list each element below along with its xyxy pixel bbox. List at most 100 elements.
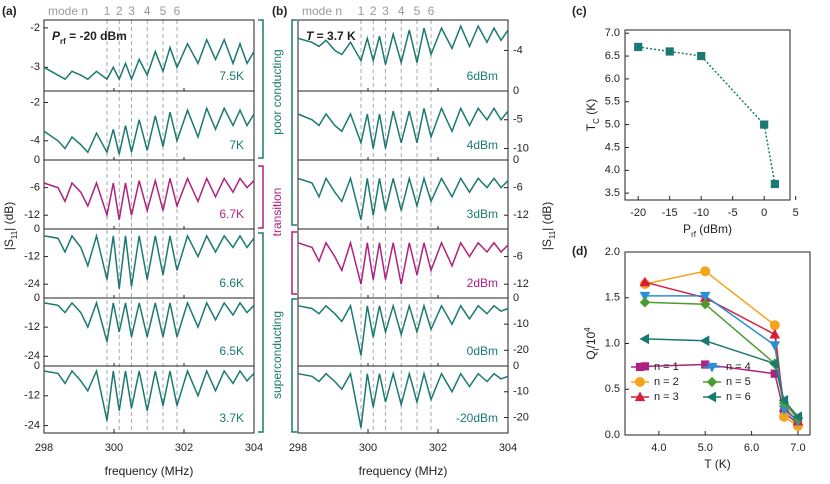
subplot-label: 4dBm: [467, 138, 498, 152]
y-tick-label: -10: [513, 318, 529, 330]
y-tick-label: 0: [34, 223, 40, 235]
subplot-label: 6.5K: [219, 344, 244, 358]
spectrum: [43, 106, 255, 155]
legend-label: n = 6: [726, 391, 751, 403]
x-tick-label: 7.0: [790, 442, 805, 454]
spectrum: [297, 370, 509, 428]
mode-label: mode n: [48, 4, 88, 18]
spectrum: [297, 24, 509, 66]
y-axis-label-tail: /10: [584, 332, 598, 349]
x-tick-label: 0: [761, 207, 767, 219]
y-tick-label: 5.5: [605, 96, 620, 108]
y-tick-label: -2: [30, 22, 40, 34]
legend-label: n = 1: [654, 361, 679, 373]
y-axis-label-tail: | (dB): [540, 202, 554, 231]
spectrum: [297, 106, 509, 149]
y-tick-label: -4: [30, 135, 40, 147]
y-tick-label: -2: [30, 96, 40, 108]
y-tick-label: 0.5: [605, 383, 620, 395]
subplot-label: 6.6K: [219, 276, 244, 290]
mode-number: 5: [160, 4, 167, 18]
x-tick-label: -10: [693, 207, 709, 219]
legend-label: n = 3: [654, 391, 679, 403]
y-tick-label: 0: [513, 360, 519, 372]
y-tick-label: -12: [513, 209, 529, 221]
y-tick-label: 4.5: [605, 141, 620, 153]
series-line: [638, 46, 776, 185]
marker: [769, 358, 779, 369]
y-tick-label: 7.0: [605, 27, 620, 39]
y-tick-label: -12: [24, 209, 40, 221]
subplot-frame: [297, 365, 509, 434]
y-tick-label: -24: [24, 278, 40, 290]
marker: [699, 335, 710, 347]
y-tick-label: 0: [513, 292, 519, 304]
mode-number: 2: [116, 4, 123, 18]
annotation: T = 3.7 K: [306, 29, 356, 43]
x-axis-label-tail: (dBm): [696, 222, 732, 236]
subplot-label: 7K: [229, 138, 244, 152]
x-tick-label: 304: [499, 442, 517, 454]
marker: [700, 298, 711, 310]
subplot-label: 2dBm: [467, 276, 498, 290]
annotation-main: P: [52, 29, 61, 43]
y-tick-label: 1.5: [605, 292, 620, 304]
y-axis-label-sub: i: [592, 348, 601, 350]
spectrum: [43, 232, 255, 289]
subplot-label: 6.7K: [219, 207, 244, 221]
y-axis-label: TC (K): [584, 99, 600, 131]
region-label: poor conducting: [270, 49, 284, 134]
mode-label: mode n: [302, 4, 342, 18]
annotation-tail: = 3.7 K: [313, 29, 356, 43]
y-tick-label: -6: [30, 182, 40, 194]
x-tick-label: 5: [793, 207, 799, 219]
bracket: [291, 19, 297, 226]
y-axis-label-main: T: [584, 123, 598, 131]
bracket: [258, 232, 264, 433]
x-axis-label: frequency (MHz): [359, 464, 448, 478]
subplot-frame: [43, 365, 255, 434]
y-tick-label: -20: [513, 344, 529, 356]
y-tick-label: -12: [513, 278, 529, 290]
x-tick-label: 5.0: [698, 442, 713, 454]
subplot-label: 0dBm: [467, 344, 498, 358]
mode-number: 1: [358, 4, 365, 18]
mode-number: 3: [382, 4, 389, 18]
marker: [778, 394, 789, 406]
panel-label: (a): [2, 4, 17, 18]
mode-number: 3: [128, 4, 135, 18]
marker: [639, 333, 650, 345]
annotation: Prf = -20 dBm: [52, 29, 127, 45]
mode-number: 4: [144, 4, 151, 18]
y-tick-label: 3.5: [605, 187, 620, 199]
y-tick-label: -10: [513, 142, 529, 154]
x-tick-label: 304: [245, 442, 263, 454]
x-tick-label: 6.0: [744, 442, 759, 454]
bracket: [258, 165, 264, 229]
y-tick-label: 6.0: [605, 73, 620, 85]
panel-label: (b): [272, 4, 287, 18]
subplot-label: 3dBm: [467, 207, 498, 221]
y-tick-label: -10: [513, 386, 529, 398]
y-tick-label: 0: [513, 154, 519, 166]
y-tick-label: -20: [513, 411, 529, 423]
x-axis-label-sub: rf: [691, 230, 697, 239]
y-tick-label: 2.0: [605, 246, 620, 258]
mode-number: 5: [414, 4, 421, 18]
y-axis-label-sub: 11: [10, 230, 19, 239]
legend-label: n = 2: [654, 376, 679, 388]
marker: [770, 179, 779, 189]
y-tick-label: 0: [34, 154, 40, 166]
marker: [700, 266, 711, 277]
spectrum: [43, 300, 255, 342]
y-tick-label: 5.0: [605, 119, 620, 131]
spectrum: [297, 175, 509, 220]
plot-frame: [624, 29, 791, 201]
marker: [769, 328, 781, 339]
y-tick-label: 0: [34, 292, 40, 304]
marker: [634, 42, 643, 52]
x-tick-label: 298: [35, 442, 53, 454]
marker: [639, 276, 651, 287]
marker: [697, 51, 706, 61]
x-tick-label: -20: [630, 207, 646, 219]
